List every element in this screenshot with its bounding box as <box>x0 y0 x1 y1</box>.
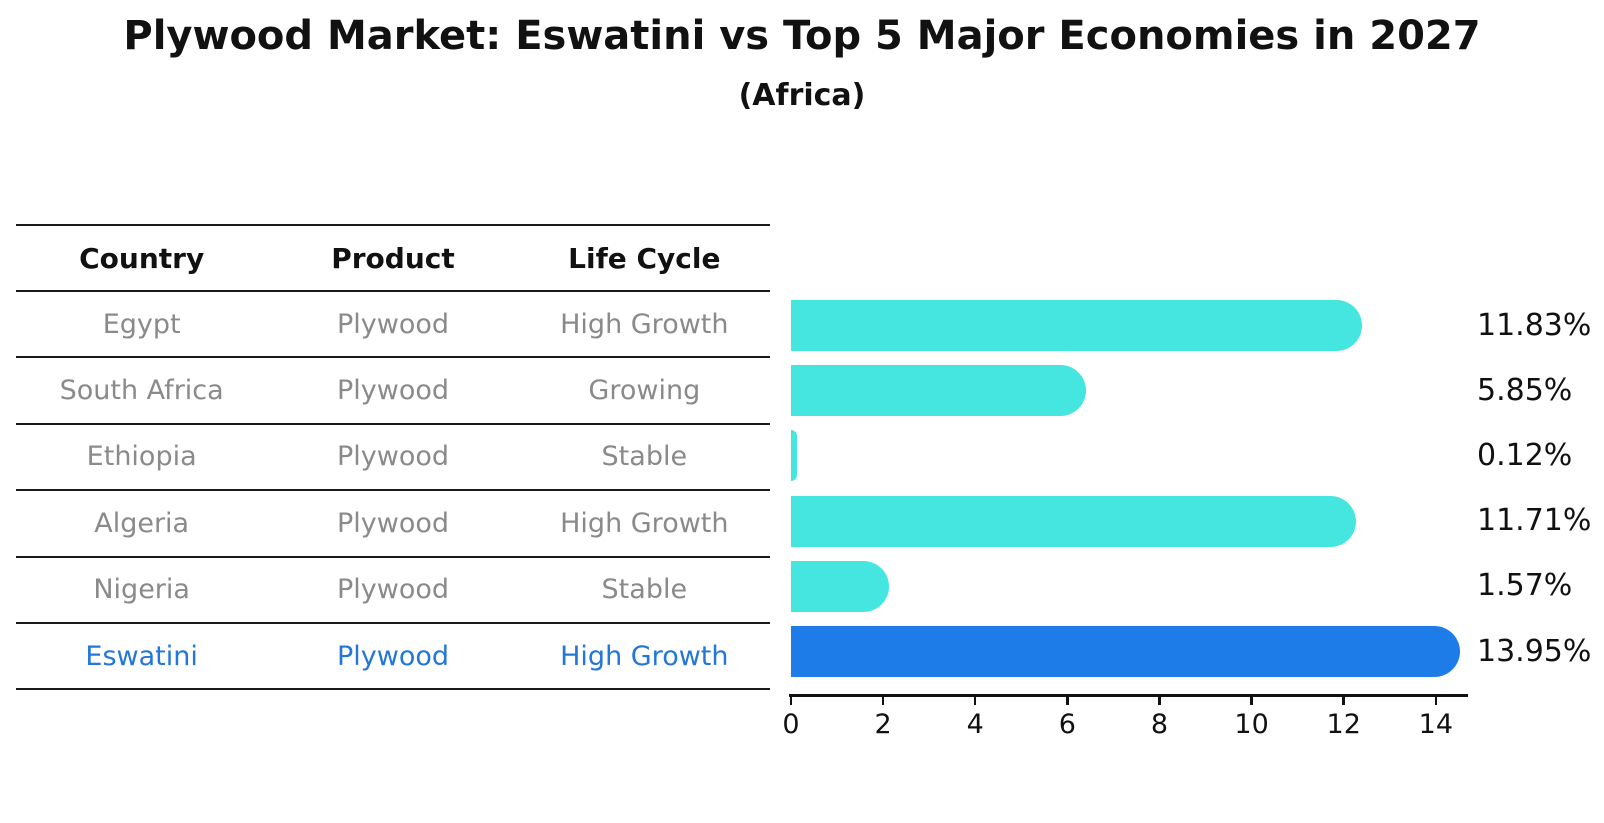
product-cell: Plywood <box>336 574 449 606</box>
bar-algeria <box>791 495 1357 547</box>
x-axis-tick-label: 4 <box>966 709 984 740</box>
bar-south-africa <box>791 365 1087 417</box>
lifecycle-cell: Stable <box>601 441 688 473</box>
x-axis-tick-label: 12 <box>1326 709 1361 740</box>
x-axis-tick-label: 10 <box>1234 709 1269 740</box>
column-header-country: Country <box>79 241 205 275</box>
bar-egypt <box>791 300 1362 351</box>
country-info-table: Country Product Life Cycle Egypt Plywood… <box>16 224 770 691</box>
value-label-nigeria: 1.57% <box>1477 568 1573 604</box>
x-axis-tick <box>881 696 885 705</box>
x-axis-tick <box>973 696 977 705</box>
column-header-product: Product <box>331 241 455 275</box>
figure-subtitle: (Africa) <box>738 78 866 113</box>
bar-ethiopia <box>791 430 797 482</box>
figure-title: Plywood Market: Eswatini vs Top 5 Major … <box>123 13 1481 59</box>
x-axis-tick <box>1434 696 1438 705</box>
table-row-eswatini: Eswatini Plywood High Growth <box>16 624 770 691</box>
x-axis-tick-label: 6 <box>1058 709 1076 740</box>
value-label-algeria: 11.71% <box>1477 503 1592 539</box>
country-cell: South Africa <box>59 375 224 407</box>
bar-eswatini <box>791 626 1460 677</box>
table-row-algeria: Algeria Plywood High Growth <box>16 491 770 558</box>
x-axis-tick <box>1342 696 1345 705</box>
country-cell: Nigeria <box>93 574 190 606</box>
value-label-egypt: 11.83% <box>1477 307 1592 343</box>
table-header-row: Country Product Life Cycle <box>16 226 770 292</box>
lifecycle-cell: Stable <box>601 574 688 606</box>
x-axis-tick-label: 8 <box>1150 709 1169 740</box>
lifecycle-cell: High Growth <box>560 507 729 539</box>
product-cell: Plywood <box>336 640 449 672</box>
lifecycle-cell: High Growth <box>560 308 729 340</box>
product-cell: Plywood <box>336 507 449 539</box>
table-row-nigeria: Nigeria Plywood Stable <box>16 558 770 624</box>
value-label-eswatini: 13.95% <box>1477 633 1592 669</box>
x-axis-line <box>789 694 1468 697</box>
x-axis-tick-label: 14 <box>1418 709 1453 740</box>
column-header-lifecycle: Life Cycle <box>568 241 721 275</box>
table-row-ethiopia: Ethiopia Plywood Stable <box>16 425 770 492</box>
x-axis-tick <box>1158 696 1161 705</box>
product-cell: Plywood <box>336 441 449 473</box>
value-label-south-africa: 5.85% <box>1477 372 1573 408</box>
x-axis-tick <box>1066 696 1069 705</box>
product-cell: Plywood <box>336 308 449 340</box>
bar-nigeria <box>791 560 890 612</box>
table-row-egypt: Egypt Plywood High Growth <box>16 292 770 359</box>
x-axis-tick-label: 0 <box>782 709 800 740</box>
country-cell: Ethiopia <box>86 441 197 473</box>
product-cell: Plywood <box>336 375 449 407</box>
country-cell: Eswatini <box>85 640 198 672</box>
value-label-ethiopia: 0.12% <box>1477 437 1573 473</box>
country-cell: Egypt <box>102 308 181 340</box>
x-axis-tick <box>789 696 793 705</box>
x-axis-tick <box>1250 696 1253 705</box>
lifecycle-cell: High Growth <box>560 640 729 672</box>
table-row-south-africa: South Africa Plywood Growing <box>16 358 770 425</box>
x-axis-tick-label: 2 <box>874 709 892 740</box>
lifecycle-cell: Growing <box>588 375 701 407</box>
country-cell: Algeria <box>94 507 190 539</box>
